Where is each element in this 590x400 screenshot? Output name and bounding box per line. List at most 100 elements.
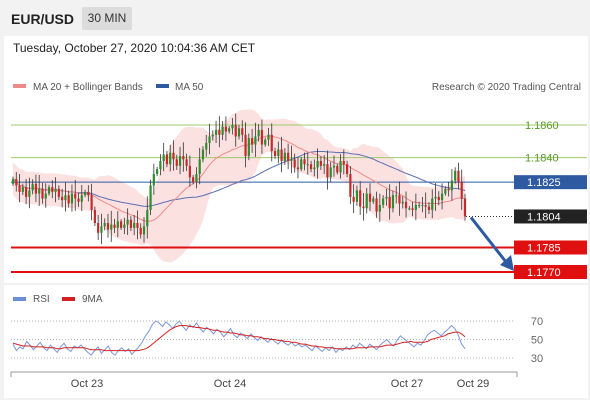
candle-body (372, 198, 375, 202)
candle-body (172, 152, 175, 160)
candle-body (463, 198, 467, 217)
candle-body (424, 205, 427, 207)
x-tick-label: Oct 27 (391, 378, 423, 390)
candle-body (345, 164, 349, 174)
candle-body (169, 152, 172, 165)
candle-body (44, 193, 47, 199)
candle-body (126, 219, 129, 225)
candle-body (450, 180, 453, 191)
instrument-title: EUR/USD (11, 11, 75, 27)
bollinger-band-area (13, 109, 465, 263)
candle-body (385, 196, 388, 199)
candle-body (77, 198, 80, 202)
candle-body (103, 223, 106, 227)
candle-body (208, 136, 211, 143)
candle-body (34, 183, 38, 194)
candle-body (375, 198, 378, 212)
x-axis: Oct 23 Oct 24 Oct 27 Oct 29 (10, 371, 518, 390)
candle-body (156, 169, 159, 174)
candle-body (87, 191, 90, 196)
candle-body (244, 134, 247, 157)
candle-body (133, 223, 136, 228)
level-label-support: 1.1770 (527, 267, 561, 279)
candle-body (136, 223, 139, 228)
forecast-arrow (469, 216, 514, 271)
candle-body (460, 182, 463, 199)
header: EUR/USD 30 MIN (0, 0, 590, 38)
candle-body (218, 129, 221, 135)
candle-body (427, 206, 431, 210)
candle-body (123, 224, 126, 228)
candle-body (221, 126, 224, 135)
candle-body (264, 139, 267, 145)
candle-body (319, 160, 322, 166)
candle-body (287, 152, 290, 161)
candle-body (185, 159, 188, 166)
candle-body (28, 190, 31, 197)
candle-body (241, 128, 244, 135)
level-label-resistance: 1.1860 (525, 120, 559, 132)
rsi-level-label: 70 (531, 316, 543, 328)
candle-body (309, 164, 313, 170)
candle-body (457, 170, 460, 183)
candle-body (329, 167, 332, 178)
candle-body (178, 156, 182, 166)
candle-body (349, 174, 352, 197)
candle-body (323, 164, 326, 166)
candle-body (388, 196, 391, 209)
candle-body (83, 191, 87, 196)
candle-body (129, 219, 133, 228)
candle-body (293, 159, 296, 168)
candle-body (267, 134, 270, 140)
timeframe-button[interactable]: 30 MIN (82, 7, 132, 30)
candle-body (64, 195, 67, 201)
candle-body (251, 138, 254, 145)
candle-body (434, 196, 437, 199)
candle-body (234, 125, 237, 137)
candle-body (326, 164, 329, 178)
candle-body (362, 206, 365, 209)
candle-body (192, 177, 195, 183)
candle-body (61, 196, 64, 201)
candle-body (378, 205, 381, 212)
candle-body (162, 154, 165, 161)
candle-body (228, 128, 231, 132)
candle-body (90, 195, 93, 210)
candle-body (355, 190, 359, 202)
candle-body (401, 201, 404, 204)
candle-body (116, 221, 119, 228)
candle-body (359, 190, 362, 207)
x-tick-label: Oct 29 (457, 378, 489, 390)
copyright: Research © 2020 Trading Central (432, 82, 581, 93)
candle-body (195, 174, 198, 183)
candle-body (139, 227, 142, 235)
candle-body (211, 134, 214, 137)
candle-body (70, 193, 74, 204)
candle-body (142, 226, 146, 235)
candle-body (306, 164, 309, 166)
candle-body (440, 193, 444, 201)
price-levels (11, 124, 587, 273)
candle-body (300, 159, 303, 170)
candle-body (152, 174, 155, 186)
rsi-ma-line (12, 325, 466, 352)
rsi-level-label: 50 (531, 335, 543, 347)
candle-body (11, 178, 15, 184)
x-tick-label: Oct 24 (214, 378, 246, 390)
legend-ma20: MA 20 + Bollinger Bands (33, 82, 143, 93)
candle-body (313, 167, 316, 170)
candlesticks (11, 113, 467, 245)
candle-body (296, 167, 300, 170)
candle-body (352, 196, 355, 202)
candle-body (15, 178, 18, 186)
level-label-pivot: 1.1825 (527, 177, 561, 189)
candle-body (391, 195, 395, 209)
rsi-line (12, 320, 466, 356)
level-tag-support (514, 265, 587, 279)
candle-body (175, 159, 178, 166)
candle-body (273, 151, 277, 157)
candle-body (214, 129, 218, 135)
candle-body (303, 159, 306, 165)
